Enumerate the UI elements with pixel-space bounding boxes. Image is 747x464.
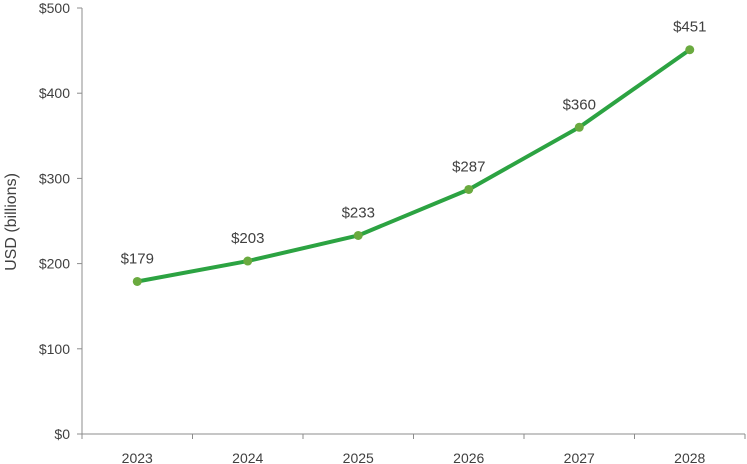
data-labels: $179 $203 $233 $287 $360 $451 <box>121 19 707 268</box>
data-label: $179 <box>121 250 154 267</box>
y-tick-label: $200 <box>39 256 70 272</box>
series-group <box>135 47 692 284</box>
data-point <box>243 256 253 266</box>
y-tick-label: $0 <box>54 426 70 442</box>
series-line <box>135 47 692 284</box>
data-label: $451 <box>673 19 706 36</box>
y-tick-label: $100 <box>39 341 70 357</box>
data-label: $287 <box>452 158 485 175</box>
x-tick-label: 2023 <box>122 450 153 464</box>
data-label: $360 <box>563 96 596 113</box>
y-tick-label: $500 <box>39 0 70 16</box>
y-axis-ticks: $0 $100 $200 $300 $400 $500 <box>39 0 82 442</box>
x-tick-label: 2027 <box>564 450 595 464</box>
data-points <box>132 45 695 286</box>
x-axis-ticks: 2023 2024 2025 2026 2027 2028 <box>81 434 746 464</box>
data-point <box>685 45 695 55</box>
data-point <box>464 184 474 194</box>
data-point <box>353 230 363 240</box>
data-point <box>574 122 584 132</box>
y-tick-label: $300 <box>39 170 70 186</box>
x-tick-label: 2024 <box>232 450 263 464</box>
axes <box>81 8 745 435</box>
y-tick-label: $400 <box>39 85 70 101</box>
data-label: $203 <box>231 230 264 247</box>
x-tick-label: 2028 <box>674 450 705 464</box>
data-label: $233 <box>342 204 375 221</box>
y-axis-title: USD (billions) <box>3 173 20 271</box>
x-tick-label: 2026 <box>453 450 484 464</box>
x-tick-label: 2025 <box>343 450 374 464</box>
data-point <box>132 276 142 286</box>
